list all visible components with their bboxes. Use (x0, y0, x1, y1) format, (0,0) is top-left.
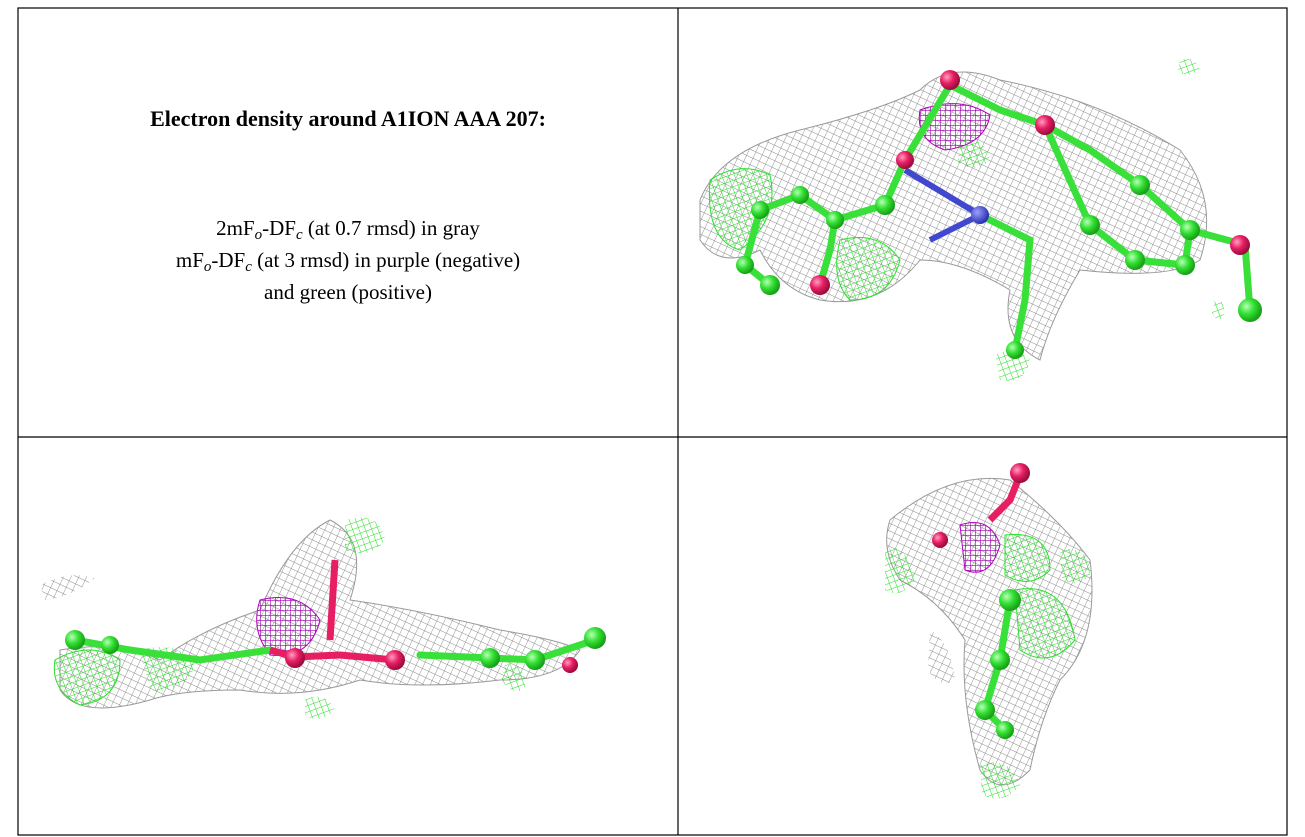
caption-line: 2mFo-DFc (at 0.7 rmsd) in gray (18, 212, 678, 244)
page: Electron density around A1ION AAA 207: 2… (0, 0, 1305, 837)
caption-cell: Electron density around A1ION AAA 207: 2… (18, 8, 678, 436)
subscript: c (245, 259, 252, 275)
density-view-end (885, 463, 1092, 798)
caption-text: (at 3 rmsd) in purple (negative) (252, 248, 520, 272)
caption-text: mF (176, 248, 204, 272)
caption-text: (at 0.7 rmsd) in gray (303, 216, 480, 240)
density-view-top (700, 59, 1262, 381)
subscript: c (296, 227, 303, 243)
caption-line: and green (positive) (18, 276, 678, 308)
caption-line: mFo-DFc (at 3 rmsd) in purple (negative) (18, 244, 678, 276)
caption-title: Electron density around A1ION AAA 207: (18, 106, 678, 132)
density-view-side (40, 518, 606, 720)
subscript: o (255, 227, 263, 243)
caption-text: -DF (211, 248, 245, 272)
caption-text: and green (positive) (264, 280, 432, 304)
caption-text: 2mF (216, 216, 255, 240)
caption-text: -DF (262, 216, 296, 240)
